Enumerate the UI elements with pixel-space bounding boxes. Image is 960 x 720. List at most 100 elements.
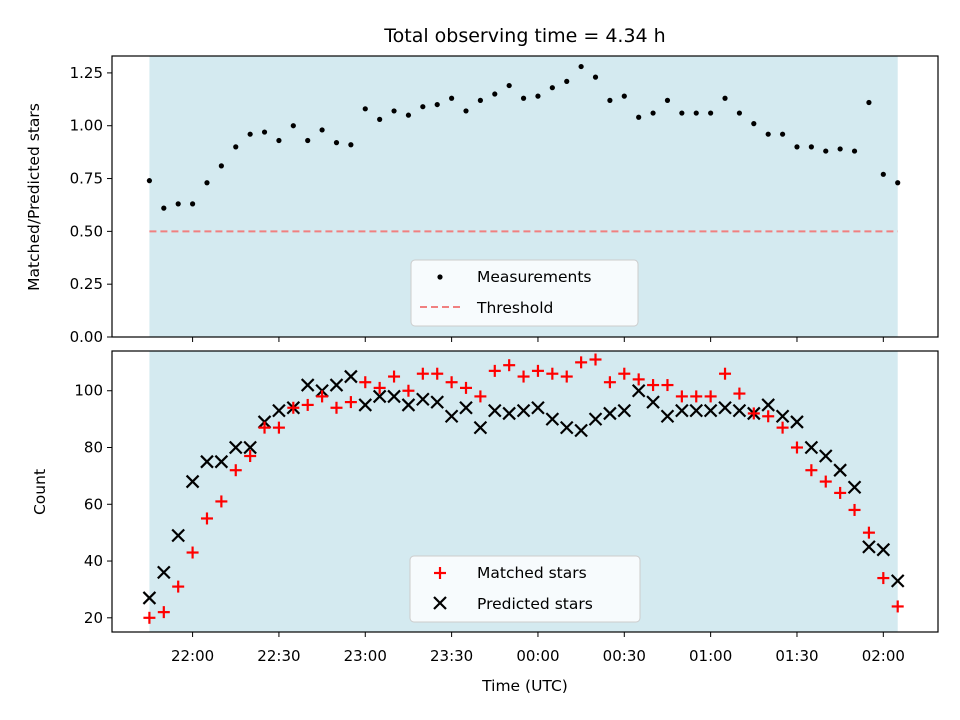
- measurement-point: [333, 140, 340, 146]
- predicted-star-point: [473, 420, 488, 435]
- x-marker-stroke: [862, 540, 876, 554]
- matched-star-point: [546, 367, 559, 380]
- x-marker-stroke: [157, 565, 171, 580]
- measurement-point: [549, 85, 555, 91]
- predicted-star-point: [416, 392, 430, 407]
- x-marker-stroke: [559, 420, 574, 435]
- bottom-x-axis: 22:00 22:30 23:00 23:30 00:00 00:30 01:00 01:30…: [171, 632, 905, 665]
- matched-star-point: [316, 390, 329, 403]
- measurement-point: [204, 180, 210, 186]
- x-marker-stroke: [473, 420, 488, 435]
- x-marker-stroke: [631, 383, 646, 398]
- measurement-point: [233, 144, 239, 150]
- predicted-star-point: [214, 454, 229, 469]
- predicted-star-point: [675, 403, 689, 418]
- predicted-star-point: [847, 480, 862, 495]
- x-marker-stroke: [833, 463, 847, 477]
- predicted-star-point: [603, 406, 617, 421]
- legend-matched-marker: [434, 567, 446, 579]
- predicted-star-point: [387, 389, 401, 404]
- matched-star-point: [200, 512, 213, 525]
- x-marker-stroke: [718, 400, 732, 415]
- x-marker-stroke: [890, 574, 905, 588]
- x-marker-stroke: [675, 403, 689, 418]
- top-plot-frame: [111, 55, 939, 338]
- matched-star-point: [589, 353, 602, 366]
- matched-star-point: [891, 600, 904, 613]
- matched-star-point: [647, 379, 660, 392]
- x-marker-stroke: [444, 409, 459, 424]
- measurement-point: [751, 121, 757, 127]
- x-marker-stroke: [372, 389, 387, 404]
- predicted-star-point: [516, 403, 531, 418]
- legend-measurements-marker: [437, 274, 443, 280]
- x-marker-stroke: [171, 528, 185, 543]
- measurement-point: [765, 131, 771, 137]
- predicted-star-point: [430, 395, 444, 409]
- x-marker-stroke: [818, 449, 833, 463]
- x-tick-label: 01:30: [775, 647, 818, 665]
- predicted-star-point: [890, 574, 905, 588]
- matched-star-point: [359, 376, 372, 389]
- top-x-ticks: [192, 337, 884, 342]
- x-marker-stroke: [200, 454, 214, 469]
- matched-star-point: [819, 475, 832, 488]
- measurement-point: [261, 129, 268, 135]
- predicted-star-point: [401, 398, 416, 412]
- measurement-point: [175, 201, 181, 207]
- matched-star-point: [503, 359, 516, 372]
- predicted-star-point: [372, 389, 387, 404]
- x-marker-stroke: [300, 378, 315, 392]
- x-tick-label: 00:30: [603, 647, 646, 665]
- predicted-star-point: [243, 440, 257, 455]
- predicted-star-point: [574, 423, 588, 438]
- matched-star-point: [172, 580, 185, 593]
- x-marker-stroke: [228, 440, 243, 455]
- x-tick-label: 23:30: [430, 647, 473, 665]
- measurement-point: [851, 148, 858, 154]
- matched-star-point: [272, 421, 285, 434]
- predicted-star-point: [559, 420, 574, 435]
- matched-star-point: [143, 611, 156, 624]
- legend-predicted-marker: [433, 596, 447, 610]
- measurement-point: [405, 112, 412, 118]
- matched-star-point: [661, 379, 674, 392]
- y-tick-label: 0.75: [70, 170, 103, 188]
- x-marker-stroke: [761, 398, 775, 412]
- predicted-star-point: [272, 403, 286, 418]
- measurement-point: [161, 205, 167, 211]
- predicted-star-point: [545, 412, 560, 426]
- matched-star-point: [834, 486, 847, 499]
- measurement-point: [708, 110, 714, 116]
- x-marker-stroke: [416, 392, 430, 407]
- measurement-point: [866, 99, 872, 106]
- predicted-star-point: [200, 454, 214, 469]
- x-tick-label: 01:00: [689, 647, 732, 665]
- measurement-point: [391, 108, 397, 114]
- x-marker-stroke: [344, 369, 358, 384]
- matched-star-point: [747, 407, 760, 420]
- matched-star-point: [862, 526, 875, 539]
- predicted-star-point: [617, 403, 632, 418]
- predicted-star-point: [703, 403, 718, 418]
- measurement-point: [636, 114, 642, 120]
- bottom-legend: Matched stars Predicted stars: [409, 555, 641, 623]
- predicted-star-point: [344, 369, 358, 384]
- bottom-legend-box: [409, 555, 641, 623]
- x-tick-label: 02:00: [862, 647, 905, 665]
- y-tick-label: 0.25: [70, 275, 103, 293]
- x-marker-stroke: [329, 378, 344, 392]
- x-marker-stroke: [387, 389, 401, 404]
- x-marker-stroke: [574, 423, 588, 438]
- predicted-star-point: [502, 406, 516, 421]
- x-marker-stroke: [617, 403, 632, 418]
- x-tick-label: 22:30: [257, 647, 300, 665]
- matched-star-point: [517, 370, 530, 383]
- x-marker-stroke: [689, 403, 704, 418]
- x-marker-stroke: [847, 480, 862, 495]
- x-marker-stroke: [401, 398, 416, 412]
- predicted-star-point: [775, 409, 790, 424]
- measurement-point: [146, 178, 153, 184]
- matched-star-point: [575, 356, 588, 369]
- legend-threshold-label: Threshold: [476, 299, 553, 317]
